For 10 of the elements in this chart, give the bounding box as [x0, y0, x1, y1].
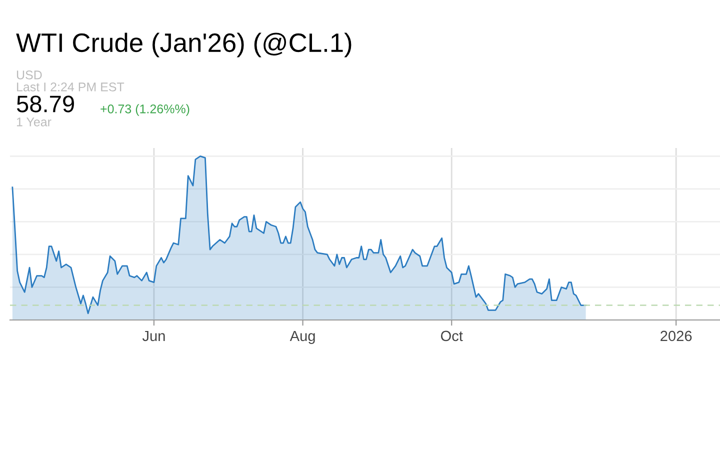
text: 1 Year — [16, 118, 52, 126]
text: USD — [16, 70, 42, 80]
x-tick-label: Jun — [142, 330, 165, 342]
text: +0.73 (1.26%%) — [100, 104, 190, 116]
chart-title: WTI Crude (Jan'26) (@CL.1) — [16, 32, 352, 58]
x-tick-label: Oct — [440, 330, 463, 342]
x-tick-label: 2026 — [660, 330, 692, 342]
x-tick-label: Aug — [290, 330, 315, 344]
text: Last I 2:24 PM EST — [17, 82, 124, 92]
text: 58.79 — [16, 96, 74, 112]
